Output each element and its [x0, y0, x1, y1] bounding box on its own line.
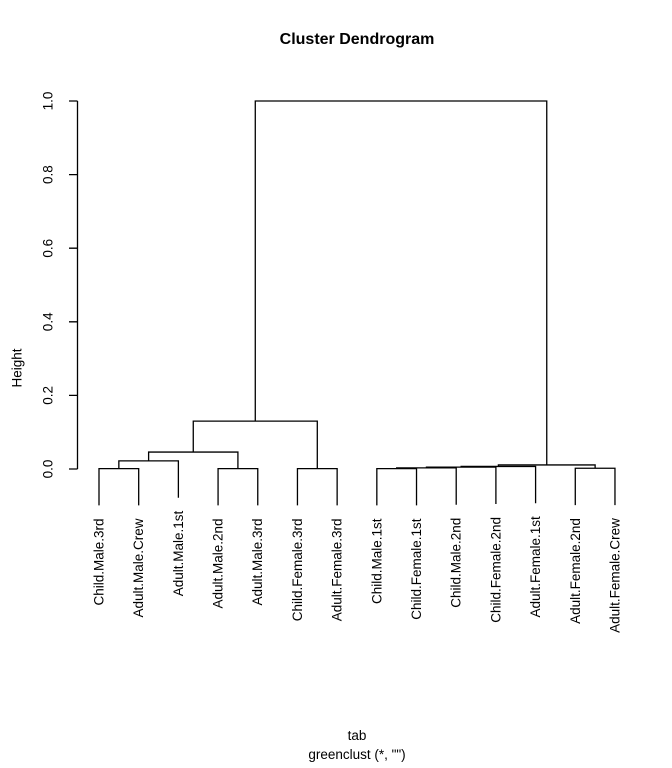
chart-title: Cluster Dendrogram — [279, 31, 435, 48]
dendrogram-link — [217, 467, 259, 506]
dendrogram-link — [118, 460, 180, 498]
leaf-label: Adult.Male.3rd — [250, 518, 265, 605]
dendrogram-link — [396, 467, 457, 505]
x-axis-caption-line2: greenclust (*, "") — [308, 747, 406, 762]
dendrogram-link — [296, 467, 338, 506]
leaf-label: Adult.Female.1st — [528, 516, 543, 618]
y-tick-label: 0.0 — [41, 460, 56, 479]
x-axis-caption-line1: tab — [347, 728, 367, 743]
leaf-label: Child.Male.1st — [369, 518, 384, 604]
dendrogram-link — [192, 420, 318, 469]
y-tick-label: 0.8 — [41, 165, 56, 184]
dendrogram-link — [254, 100, 548, 465]
leaf-label: Child.Female.1st — [409, 518, 424, 620]
y-axis — [69, 100, 79, 470]
dendrogram-link — [425, 466, 497, 504]
y-tick-label: 0.6 — [41, 239, 56, 258]
leaf-label: Child.Male.2nd — [449, 518, 464, 608]
leaf-label: Adult.Female.Crew — [607, 518, 622, 633]
y-tick-label: 1.0 — [41, 92, 56, 111]
x-axis-caption: tab greenclust (*, "") — [80, 726, 634, 764]
leaf-label: Child.Female.3rd — [290, 518, 305, 621]
leaf-label: Adult.Female.3rd — [330, 518, 345, 621]
leaf-label: Child.Male.3rd — [92, 518, 107, 605]
dendrogram-link — [98, 467, 140, 506]
leaf-label: Adult.Male.2nd — [211, 518, 226, 608]
y-tick-label: 0.2 — [41, 386, 56, 405]
leaf-label: Adult.Male.Crew — [131, 518, 146, 617]
leaf-label: Child.Female.2nd — [488, 517, 503, 623]
y-axis-title: Height — [10, 348, 25, 387]
dendrogram-link — [574, 467, 616, 506]
dendrogram-link — [376, 467, 418, 506]
dendrogram-link — [460, 465, 537, 504]
leaf-label: Adult.Male.1st — [171, 510, 186, 596]
y-tick-label: 0.4 — [41, 312, 56, 331]
leaf-label: Adult.Female.2nd — [568, 518, 583, 624]
